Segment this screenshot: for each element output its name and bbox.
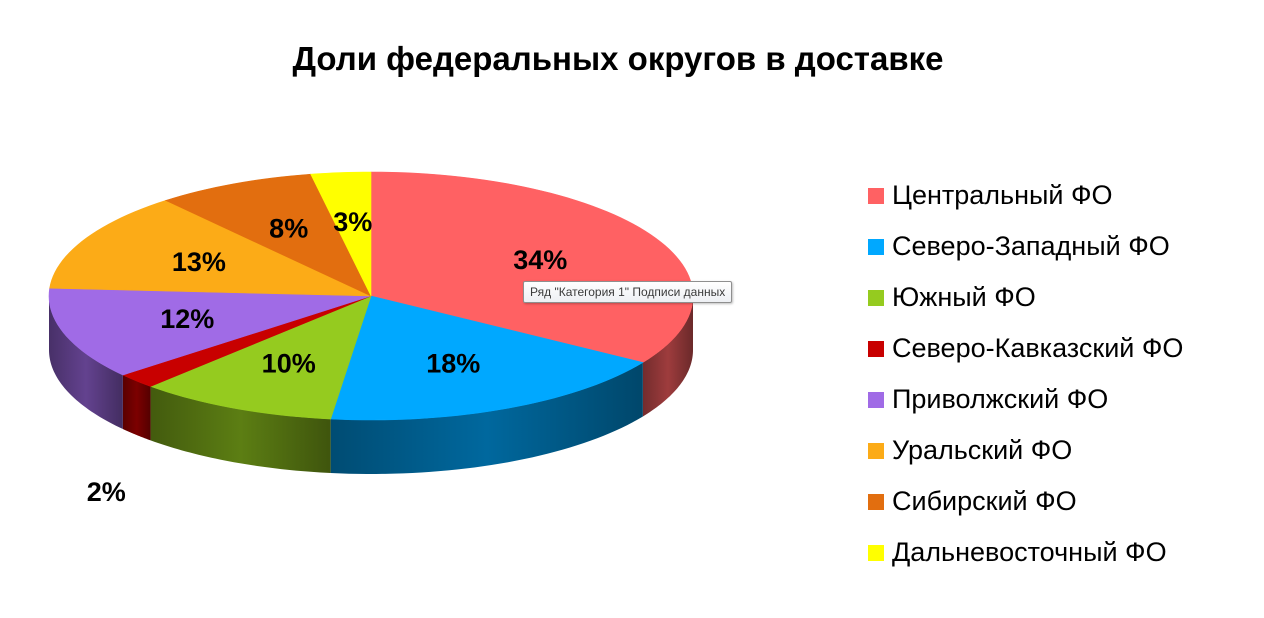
data-label-4: 2% <box>87 477 126 507</box>
legend-item: Дальневосточный ФО <box>868 527 1183 578</box>
pie-side-1 <box>642 296 693 417</box>
legend-swatch <box>868 238 884 255</box>
chart-title: Доли федеральных округов в доставке <box>292 40 944 77</box>
legend-label: Уральский ФО <box>892 435 1073 465</box>
pie-data-labels: 34% 18% 10% 2% 12% 13% 8% 3% <box>87 207 568 507</box>
pie-side-2 <box>330 362 643 474</box>
legend-item: Северо-Западный ФО <box>868 221 1183 272</box>
legend-item: Сибирский ФО <box>868 476 1183 527</box>
legend-swatch <box>868 340 884 357</box>
pie-slices <box>48 171 694 421</box>
legend-label: Приволжский ФО <box>892 384 1109 414</box>
legend-swatch <box>868 493 884 510</box>
pie-slice-5[interactable] <box>48 287 372 376</box>
pie-side-4 <box>122 375 151 441</box>
legend-item: Центральный ФО <box>868 170 1183 221</box>
pie-slice-7[interactable] <box>164 173 372 297</box>
pie-slice-2[interactable] <box>330 295 644 421</box>
legend: Центральный ФО Северо-Западный ФО Южный ФО… <box>868 170 1183 578</box>
legend-item: Уральский ФО <box>868 425 1183 476</box>
pie-side-5 <box>49 296 123 430</box>
legend-item: Северо-Кавказский ФО <box>868 323 1183 374</box>
legend-swatch <box>868 391 884 408</box>
legend-item: Южный ФО <box>868 272 1183 323</box>
legend-swatch <box>868 289 884 306</box>
data-label-8: 3% <box>333 207 372 237</box>
legend-swatch <box>868 544 884 561</box>
pie-slice-4[interactable] <box>122 295 372 387</box>
pie-slice-6[interactable] <box>49 200 372 297</box>
data-label-6: 13% <box>172 247 226 277</box>
data-label-5: 12% <box>160 304 214 334</box>
legend-label: Северо-Кавказский ФО <box>892 333 1184 363</box>
pie-slice-1[interactable] <box>370 171 694 363</box>
data-label-1: 34% <box>513 245 567 275</box>
data-label-2: 18% <box>426 348 480 378</box>
legend-label: Сибирский ФО <box>892 486 1077 516</box>
legend-item: Приволжский ФО <box>868 374 1183 425</box>
legend-label: Южный ФО <box>892 282 1036 312</box>
pie-side-3 <box>150 386 331 474</box>
pie-slice-3[interactable] <box>149 295 372 420</box>
legend-label: Северо-Западный ФО <box>892 231 1170 261</box>
legend-label: Центральный ФО <box>892 180 1113 210</box>
legend-swatch <box>868 442 884 459</box>
data-label-7: 8% <box>269 214 308 244</box>
data-label-3: 10% <box>262 348 316 378</box>
pie-slice-8[interactable] <box>310 171 372 297</box>
data-labels-tooltip: Ряд "Категория 1" Подписи данных <box>523 281 733 303</box>
legend-swatch <box>868 187 884 204</box>
legend-label: Дальневосточный ФО <box>892 537 1167 567</box>
pie-side-walls <box>49 296 693 474</box>
